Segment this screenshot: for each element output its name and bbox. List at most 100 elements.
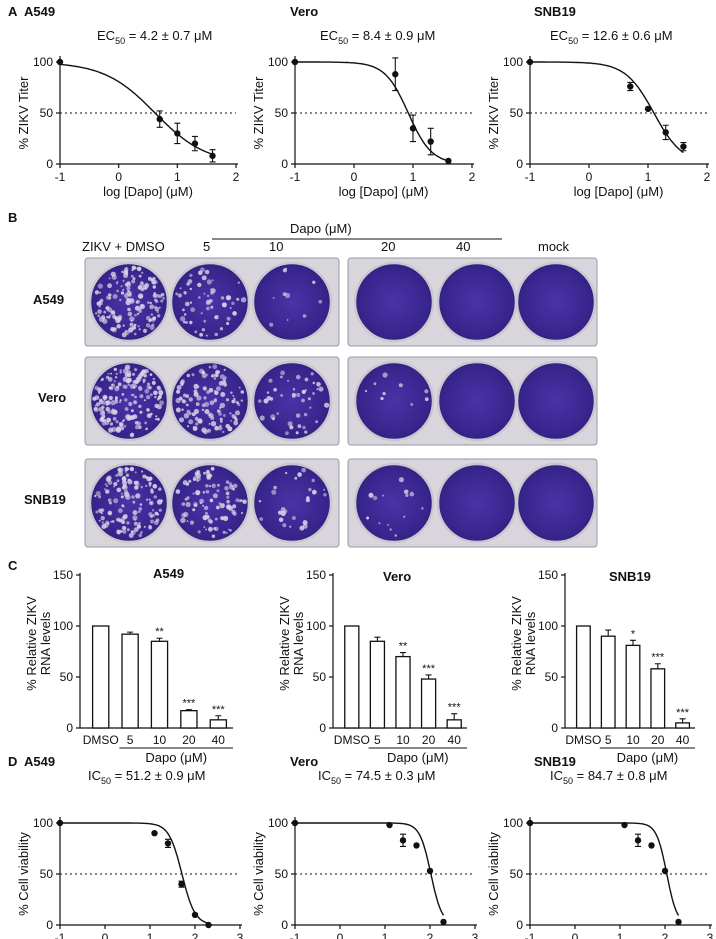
data-point [164, 840, 172, 847]
plaque [142, 381, 145, 384]
chart-annotation: EC50 = 4.2 ± 0.7 μM [97, 28, 212, 46]
plaque [109, 314, 112, 317]
plaque [195, 490, 201, 496]
plaque [206, 279, 212, 285]
plaque [138, 404, 142, 408]
plaque [134, 305, 140, 311]
plaque [190, 307, 196, 313]
y-tick-label: 100 [33, 55, 53, 69]
plaque [289, 425, 294, 430]
significance-label: *** [676, 707, 690, 719]
plaque [226, 316, 231, 321]
annotation-subscript: 50 [115, 36, 125, 46]
plaque [242, 499, 246, 503]
x-tick-label: 20 [182, 733, 196, 747]
panel-label-a: A [8, 4, 18, 19]
plaque [125, 471, 127, 473]
data-point [662, 129, 669, 136]
plaque [182, 399, 187, 404]
plaque [94, 404, 97, 407]
plaque [271, 489, 277, 495]
plaque [292, 388, 296, 391]
plaque [133, 323, 137, 327]
plaque [148, 479, 151, 482]
plaque [107, 376, 113, 382]
annotation-value: = 74.5 ± 0.3 μM [341, 768, 435, 783]
plaque [116, 324, 121, 329]
plaque [225, 531, 228, 534]
chart-title: A549 [24, 4, 55, 19]
plaque [126, 377, 132, 383]
plaque [312, 392, 315, 395]
y-tick-label: 50 [545, 670, 559, 684]
plaque [175, 292, 179, 296]
plaque [373, 382, 377, 386]
plaque [197, 296, 201, 299]
data-point [675, 918, 682, 926]
plaque [323, 488, 325, 491]
plaque [155, 415, 158, 418]
plaque [132, 510, 138, 516]
bar [91, 625, 110, 729]
plaque [301, 467, 307, 473]
bar-chart-c-vero: Vero 0 50 100 150% Relative ZIKVRNA levels DM… [277, 568, 467, 765]
plaque [185, 394, 190, 398]
plaque [119, 401, 121, 403]
plaque [121, 270, 124, 274]
plaque [191, 412, 196, 417]
plaque [158, 487, 162, 491]
plaque [199, 502, 202, 505]
plaque [217, 425, 223, 431]
y-tick-label: 150 [306, 568, 326, 582]
plaque [130, 530, 136, 536]
plaque [221, 302, 227, 308]
error-bar [400, 651, 406, 657]
y-tick-label: 50 [510, 106, 524, 120]
plaque [180, 379, 185, 384]
plaque [183, 511, 189, 517]
plaque [222, 430, 225, 434]
plaque [208, 526, 213, 532]
x-tick-label: 20 [651, 733, 665, 747]
well [88, 360, 170, 442]
well-rim [251, 360, 333, 442]
well-rim [251, 462, 333, 544]
plaque [216, 489, 220, 493]
well [353, 360, 435, 442]
well [515, 261, 597, 343]
plaque [188, 419, 194, 425]
plaque [144, 287, 147, 290]
plaque [139, 394, 144, 399]
plaque [186, 520, 189, 522]
plaque [94, 385, 99, 391]
chart-annotation: IC50 = 74.5 ± 0.3 μM [318, 768, 436, 786]
plaque [114, 396, 118, 400]
error-bar [654, 663, 661, 669]
plaque [159, 400, 165, 406]
plaque [93, 407, 99, 412]
plaque [94, 290, 99, 295]
plaque [123, 424, 127, 428]
chart-title: SNB19 [534, 754, 576, 769]
plaque [138, 533, 143, 538]
plaque [259, 517, 264, 521]
x-tick-label: 5 [605, 733, 612, 747]
plaque [122, 484, 127, 488]
plaque [183, 321, 186, 324]
plaque [134, 395, 137, 399]
plaque [287, 379, 290, 382]
plaque [372, 495, 378, 501]
plaque [187, 279, 193, 284]
data-point [399, 837, 407, 844]
well-rim [251, 261, 333, 343]
plaque [203, 292, 206, 295]
plaque [278, 517, 284, 523]
plaque [125, 270, 128, 272]
plaque [270, 414, 276, 420]
plaque [120, 291, 125, 295]
error-bar [215, 715, 222, 720]
plaque [140, 531, 143, 534]
plaque [111, 426, 117, 432]
plaque [206, 390, 211, 394]
